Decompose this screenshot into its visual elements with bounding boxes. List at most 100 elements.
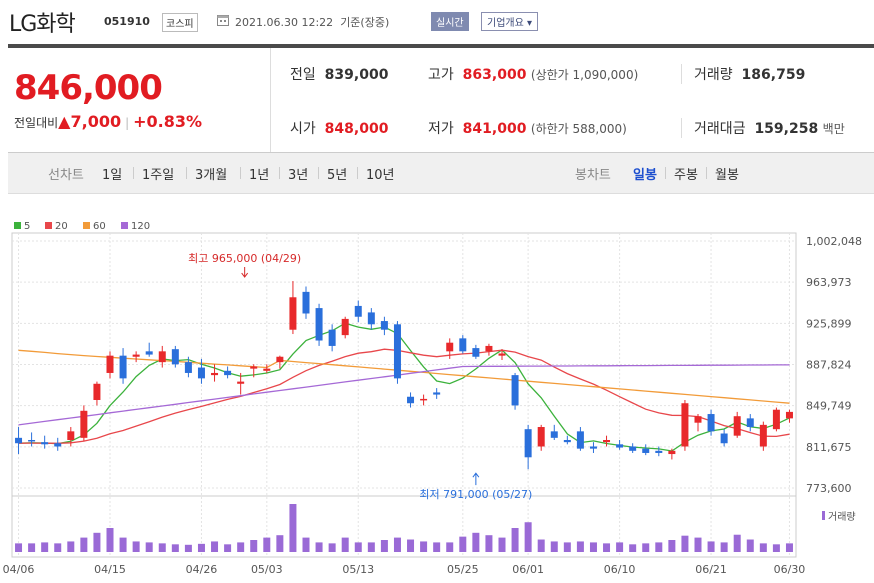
candle-body [720, 433, 728, 444]
candle-body [576, 431, 584, 449]
min-arrow-icon [472, 472, 480, 486]
volume-bar [250, 540, 258, 552]
volume-bar [681, 535, 689, 552]
max-arrow-icon [241, 267, 249, 278]
volume-bar [341, 537, 349, 552]
company-name: LG화학 [9, 12, 76, 37]
x-tick-label: 06/30 [774, 563, 806, 576]
volume-bar [93, 532, 101, 552]
price-chart: 1,002,048 963,973 925,899 887,824 849,749 811… [3, 221, 862, 576]
candle-body [184, 362, 192, 373]
y-tick-label: 887,824 [806, 359, 852, 372]
candle-body [54, 443, 62, 447]
ma-line-5 [18, 322, 790, 452]
candle-body [655, 450, 663, 453]
volume-bar [354, 542, 362, 552]
candle-body [746, 418, 754, 428]
tab-3m[interactable]: 3개월 [195, 168, 228, 183]
candle-body [15, 437, 23, 444]
tab-weekly[interactable]: 주봉 [674, 168, 698, 183]
candle-body [446, 342, 454, 352]
company-info-button[interactable]: 기업개요 ▾ [481, 12, 539, 31]
tab-5y[interactable]: 5년 [327, 168, 348, 183]
volume-bar [511, 528, 519, 552]
candle-body [171, 349, 179, 365]
volume-bar [668, 540, 676, 552]
volume-bar [80, 537, 88, 552]
quote-summary: 846,000 전일대비▲7,000 | +0.83% 전일 839,000 고가 … [8, 48, 874, 153]
candle-body [511, 375, 519, 406]
tab-10y[interactable]: 10년 [366, 168, 395, 183]
y-tick-label: 1,002,048 [806, 235, 862, 248]
volume-bar [119, 537, 127, 552]
volume-bar [642, 543, 650, 552]
volume-bar [407, 539, 415, 552]
volume-bar [171, 544, 179, 552]
candle-body [276, 356, 284, 363]
volume-bar [315, 542, 323, 552]
volume-bar [380, 540, 388, 552]
ma-line-60 [18, 349, 790, 404]
candle-body [80, 410, 88, 438]
candle-body [759, 424, 767, 447]
volume-bar [28, 543, 36, 552]
volume-bar [367, 542, 375, 552]
volume-bar [237, 542, 245, 552]
stock-header: LG화학 051910 코스피 2021.06.30 12:22 기준(장중) … [0, 0, 874, 44]
prev-close: 전일 839,000 [290, 67, 389, 83]
volume-bar [433, 542, 441, 552]
realtime-button[interactable]: 실시간 [431, 12, 469, 31]
candle-chart-label: 봉차트 [575, 168, 611, 183]
stock-code: 051910 [104, 15, 150, 28]
volume-bar [498, 537, 506, 552]
volume-legend-swatch [822, 511, 825, 520]
volume-bar [759, 543, 767, 552]
legend-label: 20 [55, 221, 68, 232]
volume-bar [41, 542, 49, 552]
candle-body [93, 383, 101, 400]
quote-datetime: 2021.06.30 12:22 기준(장중) [235, 16, 390, 29]
candle-body [459, 338, 467, 352]
x-tick-label: 06/10 [604, 563, 636, 576]
candle-body [354, 305, 362, 317]
volume-bar [132, 541, 140, 552]
legend-label: 5 [24, 221, 30, 232]
candle-body [302, 291, 310, 314]
candle-body [537, 427, 545, 447]
volume-bar [211, 541, 219, 552]
candle-body [550, 431, 558, 438]
volume-bar [537, 539, 545, 552]
candle-body [41, 442, 49, 445]
current-price: 846,000 [14, 68, 163, 108]
x-tick-label: 06/01 [512, 563, 544, 576]
candle-body [28, 439, 36, 442]
candle-body [341, 318, 349, 336]
volume-bar [733, 534, 741, 552]
candle-body [420, 398, 428, 401]
tab-monthly[interactable]: 월봉 [715, 168, 739, 183]
tab-daily[interactable]: 일봉 [633, 168, 657, 183]
y-tick-label: 963,973 [806, 276, 852, 289]
legend-swatch [121, 222, 128, 229]
tab-1d[interactable]: 1일 [102, 168, 123, 183]
ma-line-120 [18, 364, 790, 426]
volume-bar [563, 542, 571, 552]
tab-1w[interactable]: 1주일 [142, 168, 175, 183]
candle-body [67, 431, 75, 440]
volume-bar [145, 542, 153, 552]
candle-body [681, 403, 689, 447]
candle-body [224, 370, 232, 376]
y-tick-label: 849,749 [806, 400, 852, 413]
market-badge: 코스피 [162, 13, 198, 32]
tab-1y[interactable]: 1년 [249, 168, 270, 183]
high-price: 고가 863,000 (상한가 1,090,000) [428, 67, 639, 83]
candle-body [263, 368, 271, 371]
candle-body [289, 297, 297, 330]
volume-bar [485, 535, 493, 552]
low-price: 저가 841,000 (하한가 588,000) [428, 121, 627, 137]
candle-body [132, 354, 140, 357]
volume-bar [15, 543, 23, 552]
tab-3y[interactable]: 3년 [288, 168, 309, 183]
volume-bar [772, 544, 780, 552]
candle-body [158, 351, 166, 363]
